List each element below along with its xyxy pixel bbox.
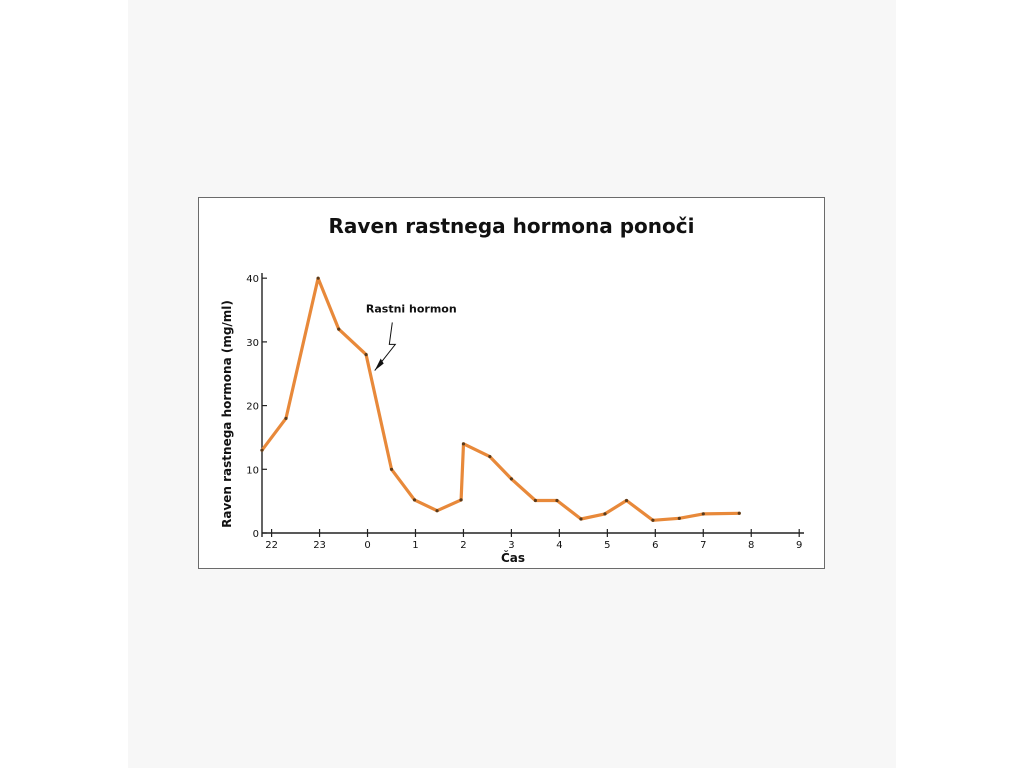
annotation-arrowhead [374,358,384,371]
x-tick-label: 9 [796,540,802,551]
data-point [488,454,492,459]
data-point [337,327,341,331]
y-tick-label: 20 [246,402,259,413]
chart-card: Raven rastnega hormona ponoči 0 10 20 30 40 2… [198,197,825,569]
x-tick-label: 0 [364,540,370,551]
data-point [651,518,655,522]
data-point [260,448,264,452]
annotation-label: Rastni hormon [366,302,457,315]
data-point [555,498,559,503]
y-tick-label: 10 [246,465,259,476]
data-point [389,467,394,471]
x-tick-label: 5 [604,540,610,551]
x-tick-label: 3 [508,540,514,551]
y-tick-label: 40 [246,274,259,285]
data-point [701,512,705,516]
data-point [509,477,514,481]
x-tick-label: 2 [460,540,466,551]
x-tick-label: 23 [313,540,326,551]
y-tick-label: 0 [253,529,259,540]
data-point [459,498,463,502]
data-point [677,516,681,520]
series-line [260,276,741,522]
data-point [316,276,320,280]
data-point [412,498,417,502]
data-point [579,517,583,521]
data-point [533,498,537,503]
x-tick-label: 6 [652,540,658,551]
data-point [603,512,607,516]
data-point [435,509,439,513]
x-tick-label: 7 [700,540,706,551]
data-point [461,442,466,446]
x-tick-label: 1 [412,540,418,551]
y-tick-label: 30 [246,338,259,349]
data-point [737,511,741,515]
y-axis-label: Raven rastnega hormona (mg/ml) [220,300,234,528]
chart-title: Raven rastnega hormona ponoči [328,214,695,238]
data-point [624,498,629,503]
annotation-arrow [374,322,397,371]
data-point [284,416,288,420]
x-tick-label: 4 [556,540,562,551]
x-axis-label: Čas [501,550,525,565]
x-tick-label: 8 [748,540,754,551]
data-point [364,353,368,357]
x-tick-label: 22 [265,540,278,551]
